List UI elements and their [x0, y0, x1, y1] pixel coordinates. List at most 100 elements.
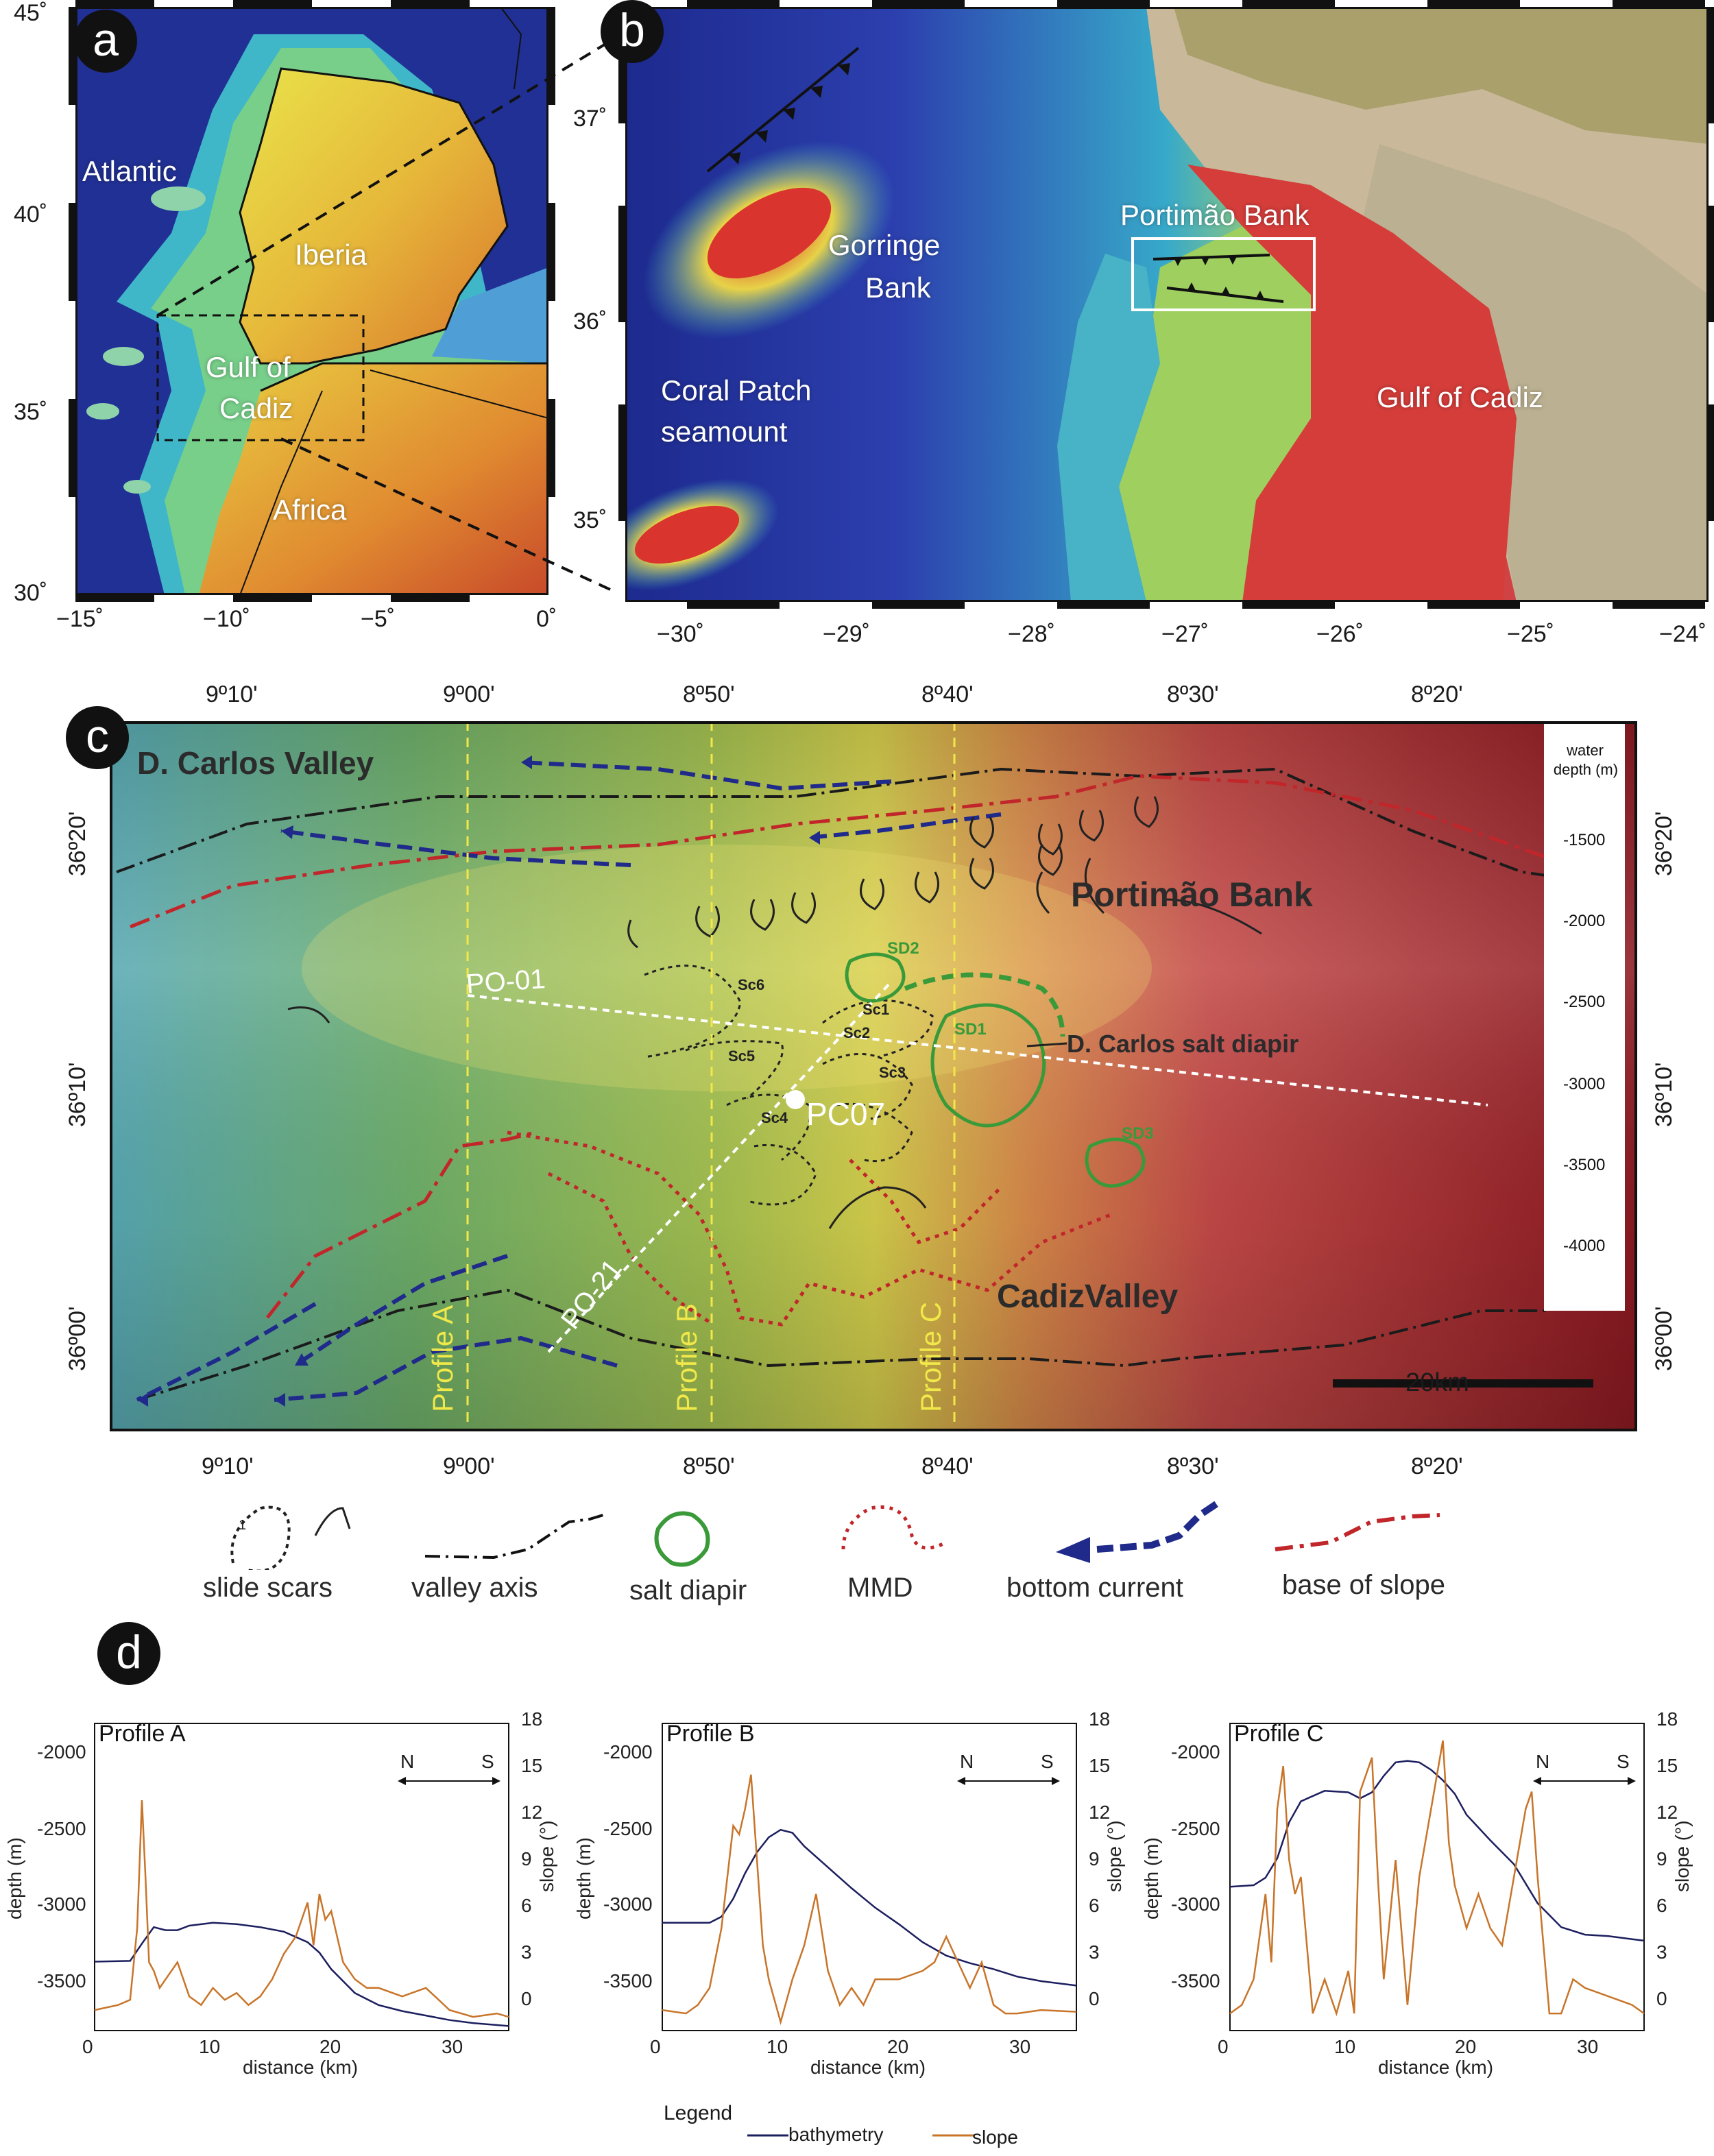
plot-frame: [94, 1723, 509, 2031]
profile-b-dist-label: distance (km): [810, 2057, 926, 2078]
profile-c-dist-10: 10: [1334, 2036, 1356, 2057]
profile-c-depth-tick-3: -3000: [1171, 1893, 1220, 1915]
legend-slope-swatch: [932, 2134, 974, 2137]
profile-a-north: N: [400, 1751, 415, 1772]
legend-bottom-current-arrowhead: [1056, 1537, 1090, 1563]
label-iberia: Iberia: [295, 239, 367, 271]
profile-b-dist-0: 0: [650, 2036, 661, 2057]
profile-c-depth-label: depth (m): [1141, 1837, 1162, 1919]
profile-a-dist-label: distance (km): [243, 2057, 359, 2078]
profile-b-depth-label: depth (m): [573, 1837, 594, 1919]
salt-diapir-leader: [1027, 1042, 1067, 1047]
legend-slide-scar-solid: [314, 1507, 351, 1536]
profile-b-south: S: [1041, 1751, 1054, 1772]
label-sc3: Sc3: [879, 1064, 906, 1081]
profile-c-dist-30: 30: [1577, 2036, 1599, 2057]
legend-valley-axis-label: valley axis: [411, 1573, 538, 1603]
profile-b-slope-tick-18: 18: [1089, 1708, 1111, 1730]
profile-a-slope-tick-12: 12: [521, 1802, 543, 1823]
profile-a-slope-tick-3: 3: [521, 1941, 532, 1963]
series-bathymetry: [94, 1922, 509, 2027]
panel-b-map: [625, 7, 1709, 602]
label-gulf-of-cadiz-b: Gulf of Cadiz: [1377, 381, 1543, 413]
profile-a-slope-tick-18: 18: [521, 1708, 543, 1730]
legend-valley-axis-line: [424, 1514, 604, 1560]
profile-c-slope-tick-3: 3: [1656, 1941, 1667, 1963]
label-cadiz-valley: CadizValley: [997, 1279, 1179, 1315]
legend-salt-diapir-label: salt diapir: [629, 1575, 747, 1606]
profile-c-title: Profile C: [1234, 1721, 1324, 1747]
panel-b-right-frame-bar: [1709, 7, 1714, 602]
profile-b-depth-tick-4: -3500: [603, 1970, 653, 1991]
panel-b-bottom-frame-bar: [625, 602, 1709, 609]
panel-b-lat-37: 37˚: [573, 106, 607, 132]
panel-c-top-tick-6: 8º20': [1411, 681, 1463, 707]
panel-a-left-frame-bar: [69, 7, 75, 595]
panel-a-lat-30: 30˚: [14, 580, 48, 606]
label-seamount: seamount: [661, 415, 788, 448]
label-portimao-bank-c: Portimão Bank: [1071, 875, 1313, 914]
profile-c-ns-arrow: [1533, 1777, 1636, 1785]
depth-scale-3000: -3000: [1563, 1075, 1606, 1093]
series-slope: [662, 1774, 1077, 2026]
africa-landmass: [199, 363, 548, 595]
panel-a-lat-35: 35˚: [14, 399, 48, 425]
profile-a-ns-arrow: [398, 1777, 500, 1785]
plot-frame: [1229, 1723, 1645, 2031]
panel-a-map: [75, 7, 548, 595]
profile-a-slope-tick-0: 0: [521, 1988, 532, 2009]
panel-c-left-tick-1: 36º20': [64, 811, 90, 876]
panel-a-right-frame-bar: [548, 7, 555, 595]
profile-a-title: Profile A: [99, 1721, 186, 1747]
panel-a-lon-0: 0˚: [536, 606, 557, 632]
profiles-legend-title: Legend: [664, 2102, 733, 2124]
profile-b-depth-tick-3: -3000: [603, 1893, 653, 1915]
panel-c-top-tick-1: 9º10': [206, 681, 258, 707]
panel-c-left-tick-3: 36º00': [64, 1306, 90, 1371]
label-sd1: SD1: [954, 1020, 987, 1039]
legend-bathymetry-swatch: [747, 2134, 788, 2137]
profile-a-dist-20: 20: [319, 2036, 341, 2057]
depth-scale-1500: -1500: [1563, 831, 1606, 849]
label-dcarlos-valley: D. Carlos Valley: [137, 745, 374, 781]
label-sc1: Sc1: [862, 1001, 890, 1018]
profile-a-depth-tick-3: -3000: [37, 1893, 86, 1915]
profile-b-plot: [662, 1723, 1077, 2031]
profile-b-slope-tick-15: 15: [1089, 1755, 1111, 1776]
label-profile-a: Profile A: [426, 1305, 459, 1412]
profile-a-depth-tick-1: -2000: [37, 1741, 86, 1763]
panel-c-left-tick-2: 36º10': [64, 1062, 90, 1127]
legend-bottom-current-label: bottom current: [1006, 1573, 1183, 1603]
legend-base-of-slope-label: base of slope: [1282, 1570, 1445, 1600]
profile-a-slope-label: slope (°): [536, 1820, 557, 1892]
profile-c-slope-tick-12: 12: [1656, 1802, 1678, 1823]
panel-b-lon-m26: −26˚: [1316, 621, 1364, 647]
panel-b-top-frame-bar: [625, 0, 1709, 7]
label-gorringe: Gorringe: [828, 229, 941, 261]
profile-c-dist-label: distance (km): [1378, 2057, 1494, 2078]
depth-scale-2000: -2000: [1563, 912, 1606, 930]
panel-c-right-tick-3: 36º00': [1651, 1306, 1677, 1371]
profile-c-slope-tick-9: 9: [1656, 1848, 1667, 1869]
profile-a-dist-10: 10: [199, 2036, 221, 2057]
legend-salt-diapir-shape: [654, 1511, 710, 1567]
label-salt-diapir-c: D. Carlos salt diapir: [1067, 1030, 1299, 1058]
label-atlantic: Atlantic: [82, 155, 177, 187]
panel-c-bottom-tick-5: 8º30': [1167, 1453, 1219, 1479]
series-slope: [94, 1800, 509, 2018]
iberia-landmass: [240, 69, 507, 363]
profile-a-depth-label: depth (m): [4, 1837, 25, 1919]
legend-bathymetry-label: bathymetry: [788, 2124, 884, 2145]
profile-c-plot: [1229, 1723, 1645, 2031]
panel-c-top-tick-2: 9º00': [443, 681, 495, 707]
profile-b-slope-tick-12: 12: [1089, 1802, 1111, 1823]
legend-slope-label: slope: [972, 2127, 1018, 2148]
profile-b-dist-20: 20: [887, 2036, 909, 2057]
panel-a-top-frame-bar: [75, 0, 548, 7]
panel-d-badge: d: [97, 1622, 160, 1685]
profile-a-plot: [94, 1723, 509, 2031]
depth-scale-4000: -4000: [1563, 1237, 1606, 1255]
label-sd2: SD2: [887, 939, 919, 958]
profile-b-slope-label: slope (°): [1104, 1820, 1125, 1892]
label-gulf-of: Gulf of: [206, 351, 291, 383]
